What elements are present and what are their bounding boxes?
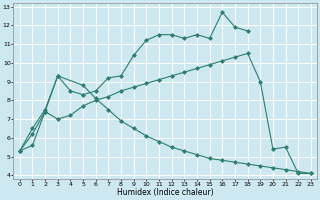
X-axis label: Humidex (Indice chaleur): Humidex (Indice chaleur) (117, 188, 214, 197)
